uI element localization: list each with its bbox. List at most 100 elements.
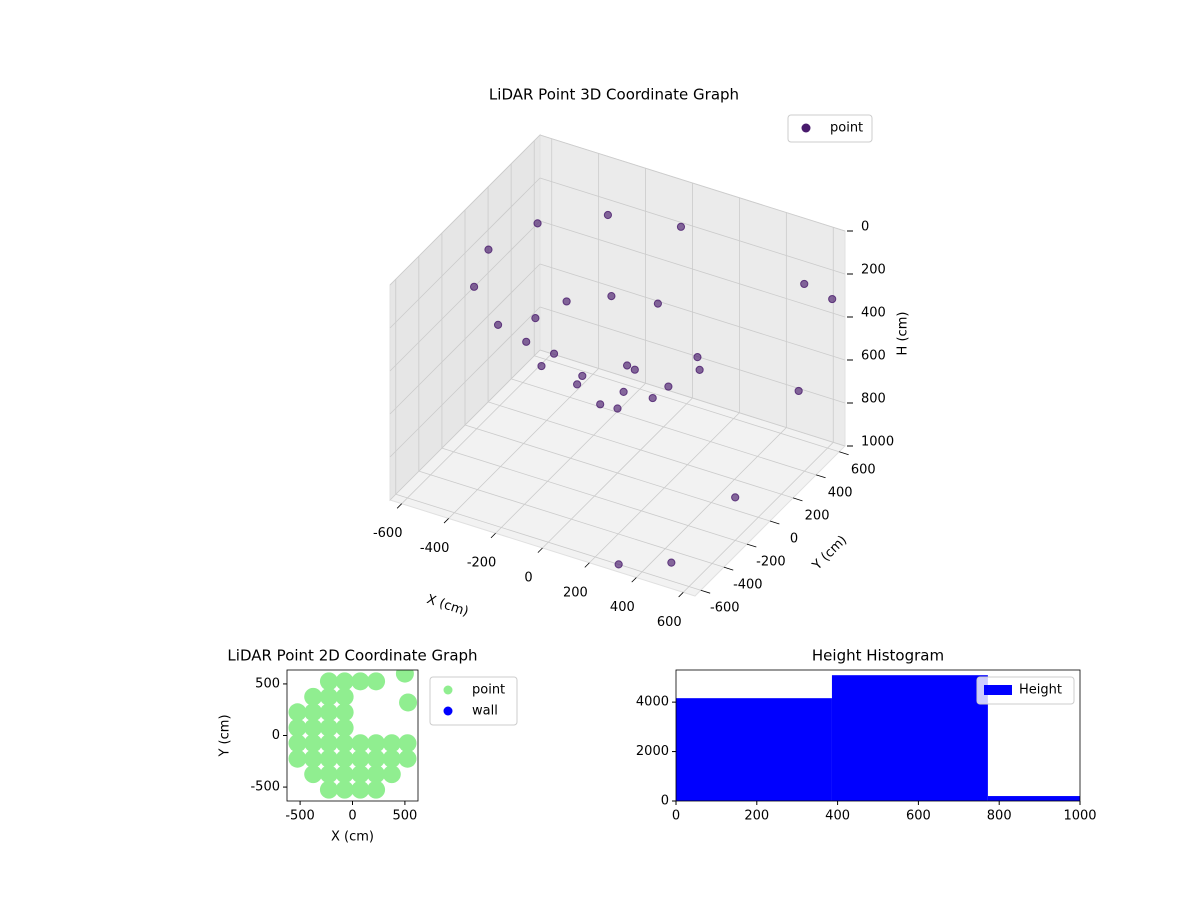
point	[304, 687, 323, 706]
point	[522, 337, 531, 346]
z-tick-label: 400	[861, 306, 886, 321]
tick-mark	[700, 589, 711, 594]
point	[319, 749, 338, 768]
grid-line	[539, 134, 846, 232]
point	[531, 314, 540, 323]
point	[367, 765, 386, 784]
grid-line	[441, 447, 748, 545]
plot-area	[676, 675, 1080, 801]
point	[288, 703, 307, 722]
x-tick-label: 0	[524, 571, 532, 586]
z-tick-label: 0	[861, 220, 869, 235]
point	[395, 670, 414, 683]
point	[664, 382, 673, 391]
point	[573, 380, 582, 389]
x-tick-label: 600	[657, 615, 682, 630]
y-tick-label: 600	[851, 462, 876, 477]
z-tick-label: 1000	[861, 435, 894, 450]
x-tick-label: 0	[348, 809, 356, 824]
point	[382, 734, 401, 753]
x-tick-label: 800	[987, 809, 1012, 824]
tick-mark	[490, 532, 496, 539]
point	[319, 687, 338, 706]
z-axis-label: H (cm)	[896, 312, 911, 356]
point	[288, 734, 307, 753]
grid-line	[389, 306, 541, 458]
tick-mark	[792, 497, 803, 502]
grid-line	[539, 263, 846, 361]
point	[304, 749, 323, 768]
x-tick-label: 1000	[1063, 809, 1096, 824]
point	[367, 672, 386, 691]
tick-mark	[443, 518, 449, 524]
legend-box	[976, 676, 1075, 705]
y-tick-label: -600	[710, 601, 740, 616]
tick-mark	[839, 451, 849, 456]
legend-label: wall	[472, 704, 498, 719]
point	[351, 672, 370, 691]
point	[622, 361, 632, 370]
point	[484, 245, 493, 254]
point	[335, 672, 354, 691]
tick-mark	[396, 503, 403, 509]
point	[648, 393, 657, 403]
bar	[987, 796, 1080, 801]
legend-label: point	[830, 121, 863, 136]
point	[367, 734, 386, 753]
point	[695, 365, 704, 374]
point	[319, 672, 338, 691]
tick-mark	[723, 566, 734, 571]
point	[335, 765, 354, 784]
point	[319, 703, 338, 722]
point	[319, 718, 338, 737]
y-tick-label: -200	[756, 555, 786, 570]
point	[693, 353, 702, 362]
point	[288, 718, 307, 737]
tick-mark	[678, 592, 684, 598]
point	[399, 693, 418, 712]
point	[614, 560, 623, 569]
y-tick-label: 0	[272, 728, 280, 743]
point	[533, 219, 542, 228]
x-tick-label: 400	[610, 600, 635, 615]
grid-line	[539, 220, 846, 318]
tick-mark	[631, 577, 637, 583]
point	[828, 294, 837, 304]
tick-mark	[816, 474, 826, 479]
z-tick-label: 200	[861, 263, 886, 278]
x-tick-label: 400	[825, 809, 850, 824]
grid-line	[389, 220, 541, 372]
y-tick-label: 2000	[636, 744, 669, 759]
point	[549, 349, 559, 358]
point	[596, 400, 605, 409]
point	[653, 299, 662, 308]
point	[335, 687, 354, 706]
legend-label: point	[472, 683, 505, 698]
point	[367, 749, 386, 768]
point	[562, 297, 571, 306]
grid-line	[389, 177, 541, 329]
tick-mark	[537, 547, 543, 553]
legend-marker	[984, 685, 1012, 695]
y-tick-label: -400	[733, 578, 763, 593]
point	[351, 734, 370, 753]
legend-marker	[801, 123, 811, 133]
y-tick-label: 500	[255, 676, 280, 691]
y-tick-label: -500	[250, 780, 280, 795]
grid-line	[389, 263, 541, 415]
chart-title: LiDAR Point 2D Coordinate Graph	[227, 647, 477, 665]
grid-line	[395, 493, 701, 591]
point	[493, 320, 503, 329]
x-axis-label: X (cm)	[331, 830, 374, 845]
x-tick-label: 200	[744, 809, 769, 824]
point	[335, 780, 354, 799]
grid-line	[539, 306, 846, 404]
x-tick-label: -600	[373, 526, 403, 541]
grid-line	[539, 177, 846, 275]
tick-mark	[584, 562, 590, 568]
chart-title: LiDAR Point 3D Coordinate Graph	[489, 86, 739, 104]
y-axis-label: Y (cm)	[218, 714, 233, 757]
point	[304, 734, 323, 753]
point	[351, 749, 370, 768]
